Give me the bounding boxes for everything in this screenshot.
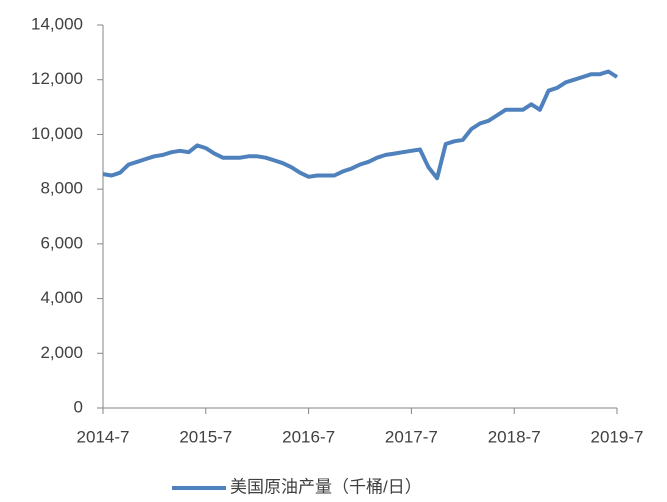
y-tick-label: 10,000 bbox=[31, 124, 83, 143]
y-tick-label: 12,000 bbox=[31, 69, 83, 88]
x-tick-label: 2016-7 bbox=[282, 427, 335, 446]
x-tick-label: 2015-7 bbox=[179, 427, 232, 446]
y-tick-label: 8,000 bbox=[40, 179, 83, 198]
y-tick-label: 2,000 bbox=[40, 343, 83, 362]
y-tick-label: 6,000 bbox=[40, 233, 83, 252]
x-tick-label: 2018-7 bbox=[488, 427, 541, 446]
x-tick-label: 2019-7 bbox=[591, 427, 644, 446]
y-tick-label: 0 bbox=[74, 397, 83, 416]
data-line bbox=[102, 69, 619, 181]
y-tick-label: 14,000 bbox=[31, 14, 83, 33]
legend-label: 美国原油产量（千桶/日） bbox=[230, 477, 422, 496]
x-tick-label: 2017-7 bbox=[385, 427, 438, 446]
x-tick-label: 2014-7 bbox=[77, 427, 130, 446]
y-tick-label: 4,000 bbox=[40, 288, 83, 307]
